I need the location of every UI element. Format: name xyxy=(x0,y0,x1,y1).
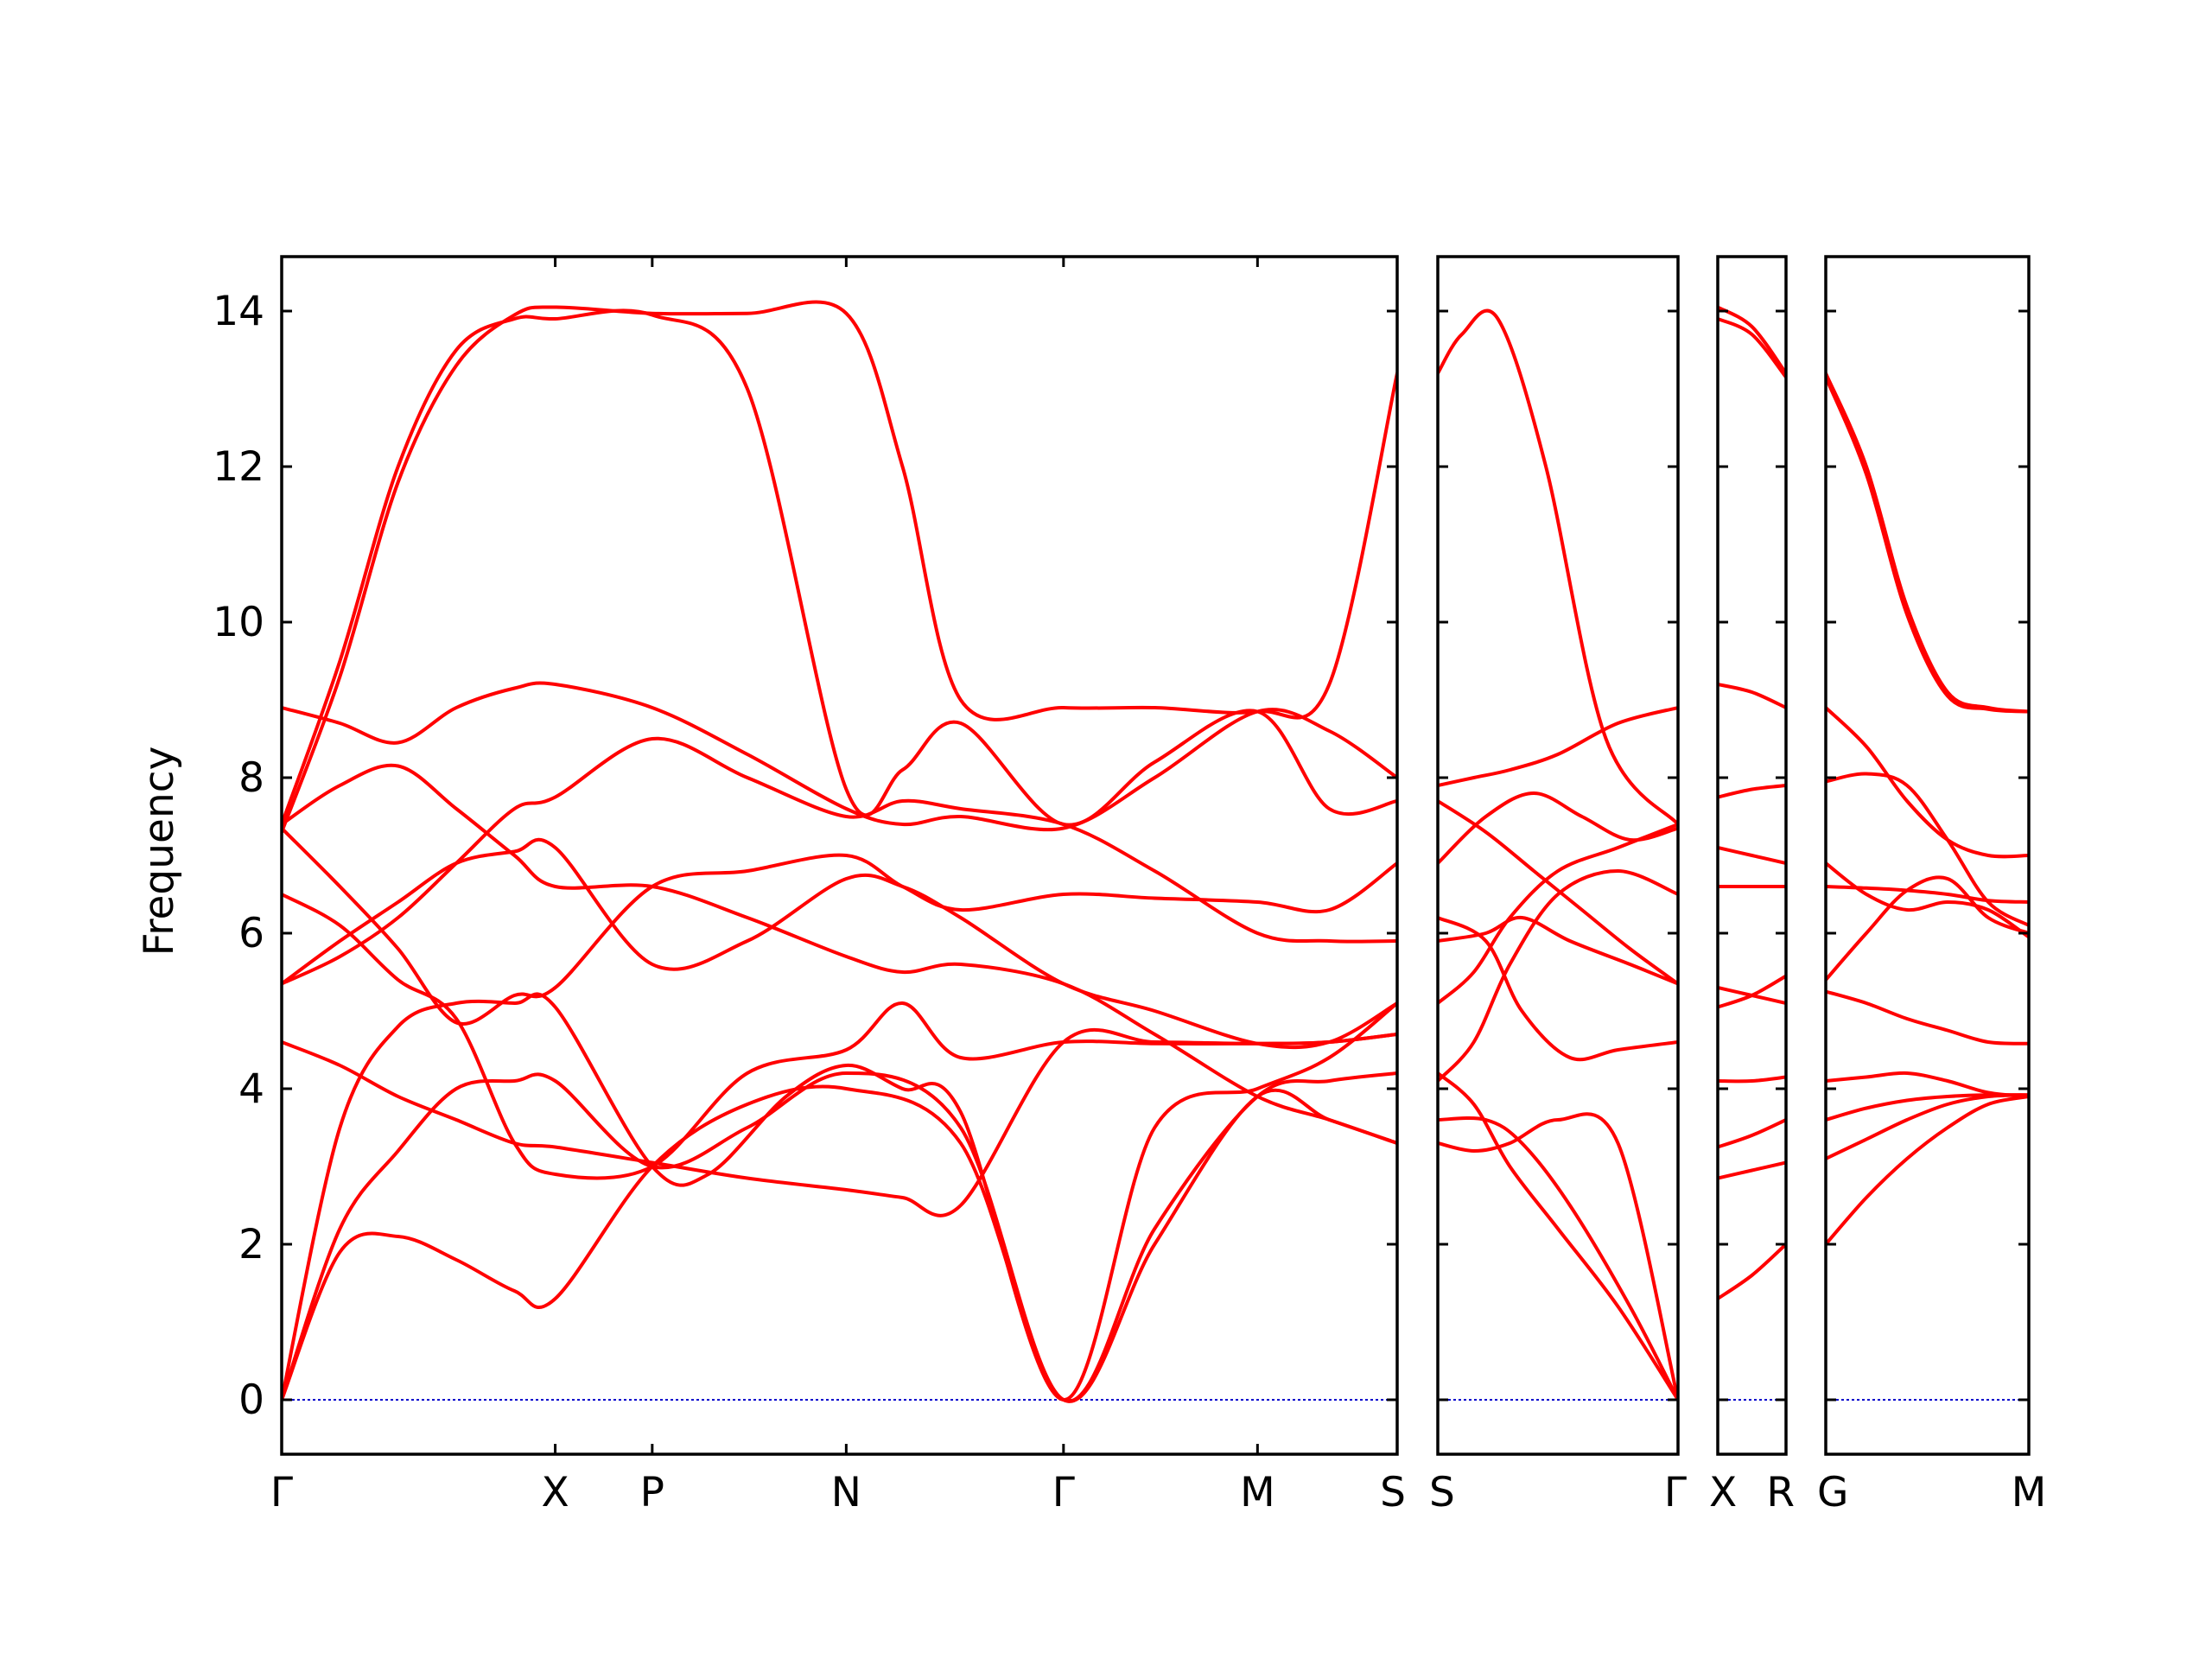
x-tick-label: N xyxy=(831,1469,861,1516)
y-tick-label: 4 xyxy=(238,1065,264,1113)
x-tick-label: Γ xyxy=(1664,1469,1687,1516)
y-tick-label: 14 xyxy=(213,288,264,335)
phonon-band-line xyxy=(282,300,1397,834)
phonon-band-line xyxy=(282,1071,1397,1403)
phonon-band-line xyxy=(1438,915,1678,986)
phonon-band-line xyxy=(1438,706,1678,787)
phonon-band-line xyxy=(1438,823,1678,1005)
phonon-band-line xyxy=(1438,308,1678,826)
phonon-band-line xyxy=(282,308,1397,827)
phonon-band-line xyxy=(1438,869,1678,1083)
bands-group xyxy=(1438,308,1678,1402)
phonon-band-line xyxy=(1718,683,1786,709)
phonon-band-line xyxy=(1826,706,2029,859)
chart-panel-1: 0 2 4 6 8 10 12 14 Γ X P N Γ M S xyxy=(213,255,1406,1516)
x-tick-label: Γ xyxy=(1052,1469,1075,1516)
phonon-band-line xyxy=(1826,885,2029,904)
bands-group xyxy=(1826,372,2029,1246)
phonon-band-line xyxy=(1718,1160,1786,1180)
y-tick-label: 12 xyxy=(213,443,264,491)
phonon-band-line xyxy=(1826,375,2029,714)
phonon-band-line xyxy=(1718,1075,1786,1084)
panel-frame xyxy=(1436,255,1680,1456)
phonon-band-line xyxy=(1438,791,1678,865)
phonon-band-line xyxy=(1826,1095,2029,1246)
phonon-band-line xyxy=(1438,1116,1678,1402)
phonon-band-line xyxy=(1826,1093,2029,1122)
x-tick-label: R xyxy=(1766,1469,1795,1516)
x-tick-label: P xyxy=(640,1469,664,1516)
phonon-band-line xyxy=(1826,772,2029,927)
phonon-band-line xyxy=(1826,1071,2029,1098)
y-tick-label: 6 xyxy=(238,910,264,957)
phonon-band-line xyxy=(1718,974,1786,1009)
phonon-band-line xyxy=(1438,1071,1678,1402)
phonon-band-line xyxy=(1718,317,1786,379)
phonon-band-line xyxy=(282,837,1397,1050)
phonon-band-line xyxy=(282,736,1397,986)
phonon-band-line xyxy=(282,1084,1397,1403)
x-tick-label: Γ xyxy=(270,1469,293,1516)
phonon-band-line xyxy=(1826,875,2029,982)
phonon-band-line xyxy=(1718,784,1786,799)
y-tick-label: 8 xyxy=(238,754,264,802)
x-tick-label: X xyxy=(541,1469,569,1516)
phonon-band-line xyxy=(1718,1243,1786,1300)
phonon-band-line xyxy=(1438,916,1678,1062)
phonon-band-line xyxy=(1826,989,2029,1046)
y-tick-label: 0 xyxy=(238,1376,264,1424)
phonon-band-line xyxy=(1438,799,1678,986)
bands-group xyxy=(1718,305,1786,1300)
panel-frame xyxy=(1824,255,2031,1456)
phonon-band-line xyxy=(1718,846,1786,865)
phonon-band-line xyxy=(282,893,1397,1180)
x-tick-label: M xyxy=(1240,1469,1275,1516)
x-tick-label: S xyxy=(1429,1469,1455,1516)
y-tick-label: 2 xyxy=(238,1221,264,1268)
panel-frame xyxy=(1716,255,1788,1456)
y-axis-label: Frequency xyxy=(136,747,183,957)
phonon-band-line xyxy=(1826,1093,2029,1160)
x-tick-label: S xyxy=(1380,1469,1406,1516)
phonon-band-line xyxy=(282,681,1397,832)
panel-frame xyxy=(280,255,1399,1456)
phonon-band-line xyxy=(282,763,1397,1145)
phonon-band-line xyxy=(1718,1118,1786,1149)
x-tick-label: X xyxy=(1709,1469,1737,1516)
x-tick-label: M xyxy=(2012,1469,2047,1516)
phonon-band-line xyxy=(282,826,1397,1026)
y-tick-label: 10 xyxy=(213,599,264,646)
phonon-band-line xyxy=(282,992,1397,1402)
phonon-band-line xyxy=(1826,861,2029,939)
phonon-band-line xyxy=(1438,1112,1678,1402)
bands-group xyxy=(282,300,1397,1403)
x-tick-label: G xyxy=(1817,1469,1848,1516)
